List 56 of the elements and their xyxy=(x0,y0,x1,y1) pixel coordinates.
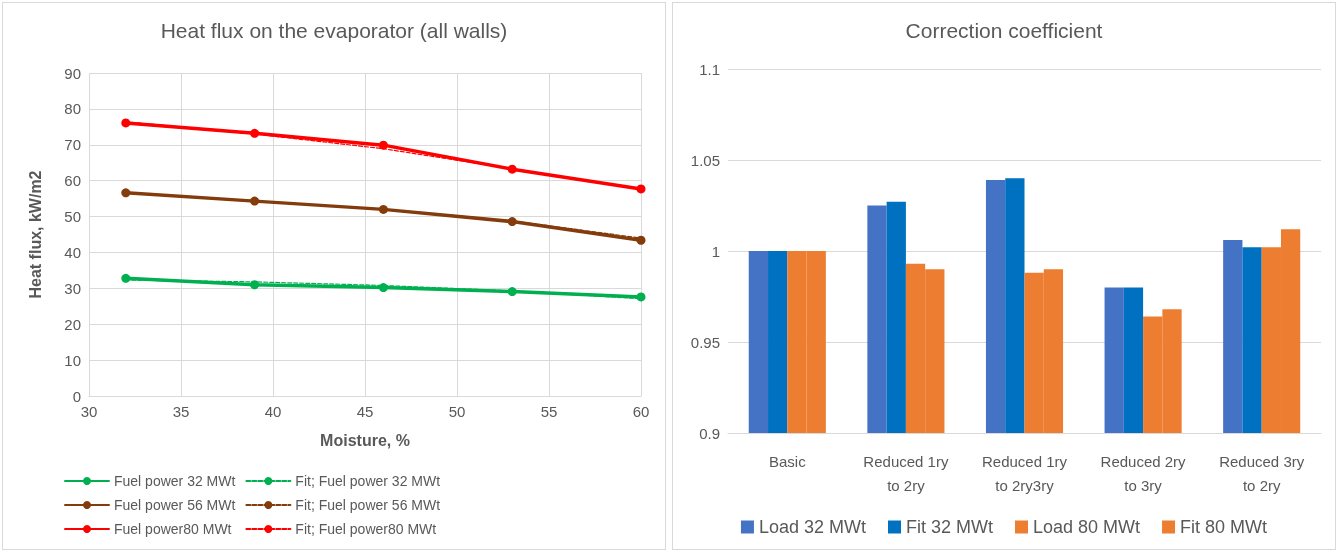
x-tick-label: 30 xyxy=(80,403,98,420)
x-tick-label: Reduced 2ry to 3ry xyxy=(1100,452,1187,494)
point xyxy=(636,292,646,302)
legend-label: Fuel power 56 MWt xyxy=(114,497,236,513)
point xyxy=(378,283,388,293)
point xyxy=(507,287,517,297)
y-tick-label: 0.9 xyxy=(699,424,720,442)
point xyxy=(121,118,131,128)
point xyxy=(250,128,260,138)
y-tick-label: 1.1 xyxy=(699,60,720,78)
x-tick-label: Reduced 1ry to 2ry xyxy=(863,452,949,494)
y-tick-label: 70 xyxy=(64,136,81,154)
y-tick-label: 40 xyxy=(64,243,81,261)
x-tick-label: Basic xyxy=(768,452,807,470)
y-tick-label: 1.05 xyxy=(690,151,720,169)
legend-label: Fit; Fuel power80 MWt xyxy=(295,521,437,537)
chart-title: Correction coefficient xyxy=(905,19,1103,42)
legend-label: Load 80 MWt xyxy=(1033,517,1141,537)
x-tick-label: 45 xyxy=(356,403,374,420)
y-tick-label: 10 xyxy=(64,351,81,369)
point xyxy=(378,140,388,150)
y-tick-label: 30 xyxy=(64,279,81,297)
point xyxy=(250,196,260,206)
y-tick-label: 90 xyxy=(64,64,81,82)
y-tick-label: 60 xyxy=(64,172,81,190)
legend-label: Fit 80 MWt xyxy=(1180,517,1268,537)
x-tick-label: 60 xyxy=(632,403,650,420)
point xyxy=(121,188,131,198)
x-tick-label: Reduced 1ry to 2ry3ry xyxy=(981,452,1068,494)
x-tick-label: 40 xyxy=(264,403,282,420)
point xyxy=(507,164,517,174)
legend-label: Fit; Fuel power 56 MWt xyxy=(295,497,441,513)
x-tick-label: 55 xyxy=(540,403,558,420)
point xyxy=(636,184,646,194)
legend-label: Fit 32 MWt xyxy=(906,517,994,537)
point xyxy=(636,235,646,245)
point xyxy=(121,273,131,283)
y-tick-label: 1 xyxy=(711,242,720,260)
point xyxy=(378,204,388,214)
y-tick-label: 50 xyxy=(64,208,81,226)
y-axis-title: Heat flux, kW/m2 xyxy=(26,170,44,299)
legend-label: Load 32 MWt xyxy=(758,517,867,537)
y-tick-label: 0.95 xyxy=(690,333,720,351)
y-tick-label: 80 xyxy=(64,100,81,118)
y-tick-label: 0 xyxy=(72,387,81,405)
x-tick-label: 50 xyxy=(448,403,466,420)
chart-title: Heat flux on the evaporator (all walls) xyxy=(160,19,508,42)
point xyxy=(250,280,260,290)
x-tick-label: 35 xyxy=(172,403,190,420)
legend-label: Fit; Fuel power 32 MWt xyxy=(295,473,441,489)
x-axis-title: Moisture, % xyxy=(320,431,410,449)
y-tick-label: 20 xyxy=(64,315,81,333)
legend-label: Fuel power80 MWt xyxy=(114,521,232,537)
point xyxy=(507,217,517,227)
x-tick-label: Reduced 3ry to 2ry xyxy=(1219,452,1305,494)
legend-label: Fuel power 32 MWt xyxy=(114,473,236,489)
